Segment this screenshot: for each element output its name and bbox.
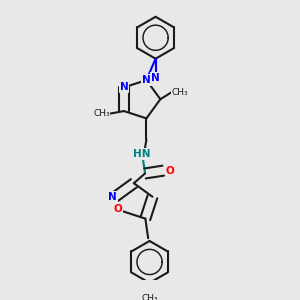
- Text: O: O: [114, 204, 122, 214]
- Text: CH₃: CH₃: [93, 110, 110, 118]
- Text: CH₃: CH₃: [141, 294, 158, 300]
- Text: CH₃: CH₃: [172, 88, 188, 97]
- Text: N: N: [120, 82, 128, 92]
- Text: HN: HN: [134, 149, 151, 159]
- Text: N: N: [142, 75, 151, 85]
- Text: O: O: [166, 166, 175, 176]
- Text: N: N: [151, 73, 160, 83]
- Text: N: N: [108, 192, 117, 202]
